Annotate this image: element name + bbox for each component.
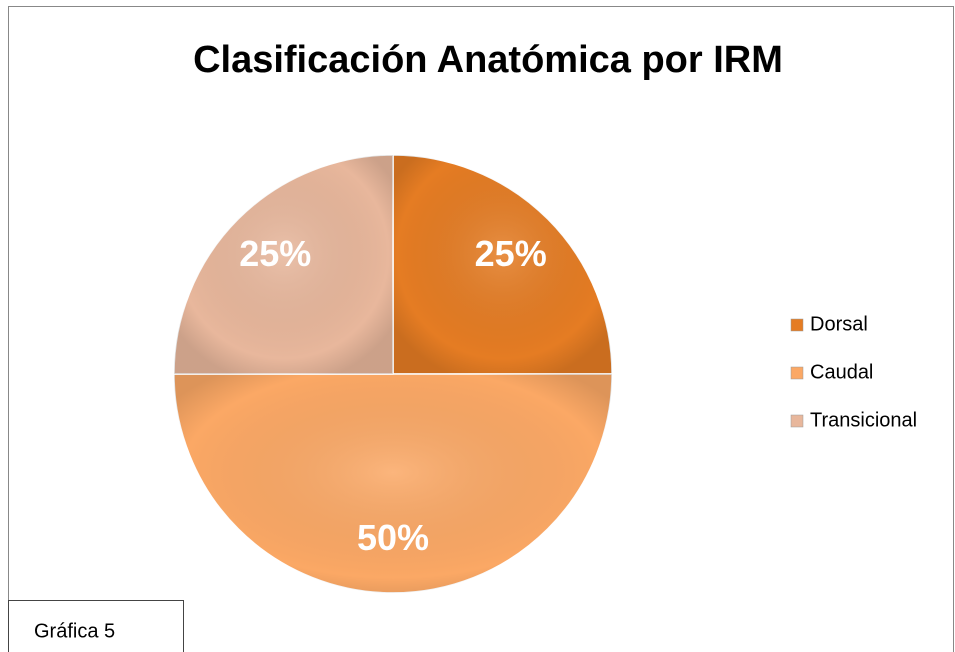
legend-swatch bbox=[790, 414, 804, 428]
legend-swatch bbox=[790, 318, 804, 332]
data-label: 25% bbox=[239, 233, 311, 274]
caption-box bbox=[8, 600, 184, 652]
legend-label: Caudal bbox=[810, 361, 873, 383]
data-label: 50% bbox=[357, 517, 429, 558]
caption: Gráfica 5 bbox=[34, 620, 115, 642]
legend-swatch bbox=[790, 366, 804, 380]
chart-title: Clasificación Anatómica por IRM bbox=[193, 39, 783, 81]
legend-label: Dorsal bbox=[810, 313, 868, 335]
legend-label: Transicional bbox=[810, 409, 917, 431]
data-label: 25% bbox=[475, 233, 547, 274]
